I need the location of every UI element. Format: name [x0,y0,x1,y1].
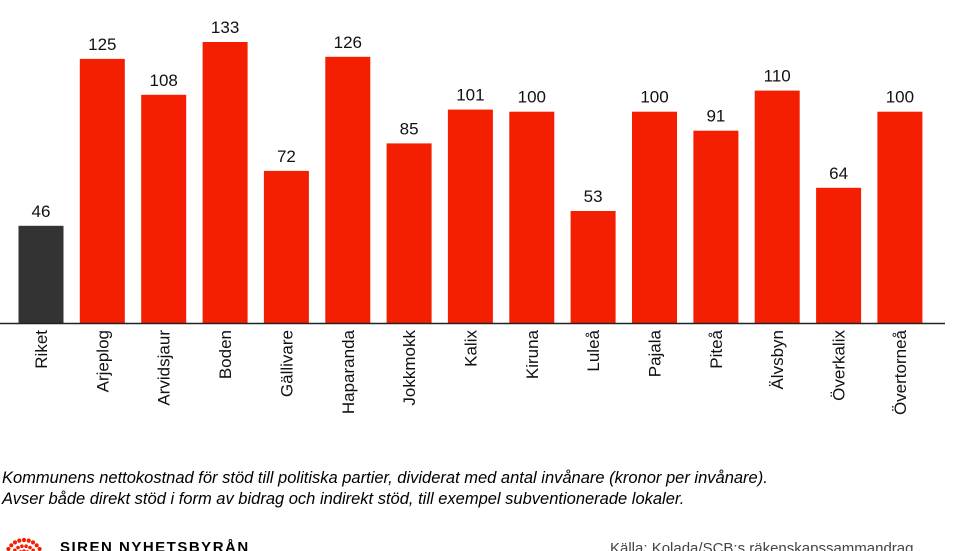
category-labels-group: Riket Arjeplog Arvidsjaur Boden Gällivare Hap… [32,329,910,415]
bar-3 [202,42,248,323]
category-label-8: Kiruna [523,329,542,379]
chart-caption: Kommunens nettokostnad för stöd till pol… [2,468,972,510]
bars-group [18,42,923,324]
bar-0 [18,225,64,323]
bar-14 [877,111,923,323]
category-label-1: Arjeplog [93,330,112,392]
category-label-9: Luleå [584,329,603,371]
bar-8 [509,111,555,323]
bar-13 [816,187,862,323]
source-text: Källa: Kolada/SCB:s räkenskapssammandrag [610,540,914,551]
bar-12 [754,90,800,323]
caption-line-2: Avser både direkt stöd i form av bidrag … [2,490,685,508]
category-label-6: Jokkmokk [400,330,419,406]
value-label-2: 108 [150,71,178,90]
value-label-3: 133 [211,18,239,37]
value-label-11: 91 [706,107,725,126]
bar-9 [570,211,616,323]
value-label-4: 72 [277,147,296,166]
bar-6 [386,143,432,323]
category-label-7: Kalix [461,330,480,367]
value-label-13: 64 [829,164,848,183]
siren-logo: SIREN NYHETSBYRÅN [2,528,250,551]
bar-1 [79,58,125,324]
category-label-13: Överkalix [830,330,849,401]
value-label-9: 53 [584,187,603,206]
value-label-12: 110 [764,67,791,86]
category-label-11: Piteå [707,329,726,368]
bar-7 [447,109,493,323]
category-label-14: Övertorneå [891,329,910,415]
bar-2 [141,94,187,323]
footer: SIREN NYHETSBYRÅN Källa: Kolada/SCB:s rä… [0,524,980,551]
bar-5 [325,56,371,324]
value-label-8: 100 [518,88,546,107]
logo-text: SIREN NYHETSBYRÅN [60,538,250,551]
category-label-12: Älvsbyn [768,330,787,390]
siren-logo-icon [6,537,42,551]
category-label-0: Riket [32,330,51,369]
value-label-10: 100 [640,88,668,107]
value-label-7: 101 [456,86,484,105]
category-label-10: Pajala [646,329,665,377]
category-label-3: Boden [216,330,235,379]
value-label-6: 85 [400,119,419,138]
category-label-2: Arvidsjaur [155,330,174,406]
value-labels-group: 46 125 108 133 72 126 85 101 100 53 100 91 110 64 100 [32,18,915,221]
bar-10 [632,111,677,323]
value-label-5: 126 [334,33,362,52]
category-label-5: Haparanda [339,329,358,414]
value-label-1: 125 [88,35,116,54]
value-label-14: 100 [886,88,914,107]
category-label-4: Gällivare [277,330,296,397]
bar-11 [693,130,739,323]
bar-4 [263,170,309,323]
value-label-0: 46 [32,202,51,221]
caption-line-1: Kommunens nettokostnad för stöd till pol… [2,469,768,487]
